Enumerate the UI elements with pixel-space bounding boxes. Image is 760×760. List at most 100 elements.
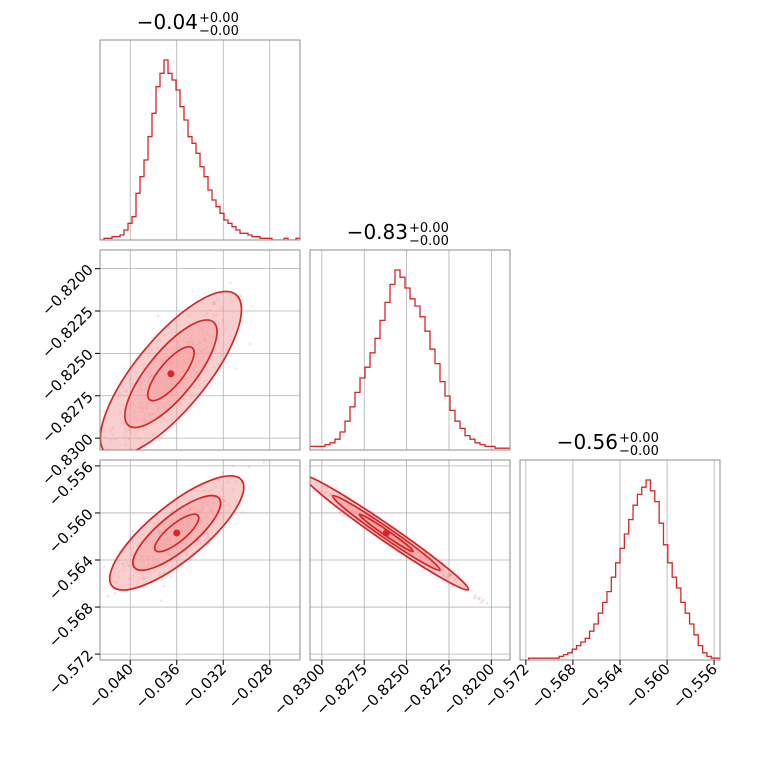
scatter-point <box>473 596 477 600</box>
scatter-point <box>231 464 234 468</box>
contour-group <box>310 474 470 591</box>
scatter-point <box>485 601 489 605</box>
scatter-point <box>93 583 96 586</box>
scatter-point <box>476 597 480 601</box>
x-tick-label: −0.032 <box>178 660 230 712</box>
scatter-point <box>131 529 135 533</box>
histogram-step-line <box>520 479 720 660</box>
param-title-2: −0.56 <box>557 430 618 454</box>
scatter-point <box>162 584 166 588</box>
param-title-0: −0.04 <box>137 10 198 34</box>
x-tick-label: −0.564 <box>575 660 627 712</box>
x-tick-label: −0.036 <box>132 660 184 712</box>
param-title-1: −0.83 <box>347 220 408 244</box>
scatter-point <box>262 460 266 464</box>
y-tick-label: −0.572 <box>45 646 97 698</box>
scatter-point <box>117 550 121 553</box>
scatter-panel-0-1 <box>68 249 301 489</box>
scatter-point <box>170 575 173 579</box>
scatter-point <box>93 462 96 465</box>
scatter-point <box>473 593 477 597</box>
histogram-step-line <box>310 269 510 450</box>
scatter-point <box>257 444 260 447</box>
hist-panel-1 <box>309 249 511 451</box>
scatter-point <box>158 438 161 442</box>
param-err-minus-0: −0.00 <box>199 24 239 39</box>
scatter-point <box>229 281 232 285</box>
param-err-minus-2: −0.00 <box>619 444 659 459</box>
scatter-point <box>68 440 71 443</box>
y-tick-label: −0.564 <box>45 552 97 604</box>
scatter-point <box>234 367 238 370</box>
panel-frame <box>99 39 301 241</box>
hist-bars <box>310 269 510 450</box>
contour-peak <box>173 529 181 537</box>
scatter-point <box>481 598 485 602</box>
scatter-point <box>295 475 298 478</box>
y-tick-label: −0.560 <box>45 505 97 557</box>
scatter-point <box>156 314 160 318</box>
contour-peak <box>382 529 390 537</box>
scatter-point <box>114 454 117 457</box>
scatter-panel-1-2 <box>257 444 511 661</box>
hist-bars <box>100 59 300 240</box>
scatter-point <box>334 486 338 491</box>
scatter-point <box>87 426 90 429</box>
scatter-panel-0-2 <box>93 459 301 661</box>
scatter-point <box>104 486 107 489</box>
param-err-plus-0: +0.00 <box>199 11 239 26</box>
scatter-point <box>239 294 243 298</box>
scatter-point <box>113 591 117 595</box>
scatter-point <box>302 479 305 482</box>
scatter-point <box>160 578 164 582</box>
scatter-point <box>121 460 124 463</box>
hist-panel-2 <box>519 459 721 661</box>
scatter-point <box>106 595 110 598</box>
scatter-point <box>250 304 253 308</box>
scatter-point <box>338 511 342 515</box>
scatter-point <box>241 510 244 514</box>
scatter-point <box>413 539 418 543</box>
scatter-point <box>289 473 292 476</box>
scatter-content <box>93 460 266 602</box>
scatter-point <box>102 410 106 413</box>
scatter-point <box>103 565 106 569</box>
scatter-point <box>301 474 304 477</box>
hist-bars <box>520 479 720 660</box>
scatter-point <box>479 600 483 604</box>
scatter-point <box>295 473 298 476</box>
param-err-plus-1: +0.00 <box>409 221 449 236</box>
scatter-point <box>151 336 154 339</box>
hist-panel-0 <box>99 39 301 241</box>
scatter-point <box>221 471 225 474</box>
scatter-point <box>247 465 251 468</box>
panel-frame <box>309 459 511 661</box>
histogram-step-line <box>100 59 300 240</box>
scatter-point <box>140 472 143 475</box>
contour-peak <box>167 370 175 378</box>
scatter-point <box>477 596 482 600</box>
panel-frame <box>99 249 301 451</box>
scatter-point <box>304 477 307 480</box>
scatter-point <box>160 436 164 439</box>
scatter-content <box>68 281 253 489</box>
scatter-point <box>131 451 134 454</box>
y-tick-label: −0.568 <box>45 599 97 651</box>
x-tick-label: −0.040 <box>85 660 137 712</box>
param-err-plus-2: +0.00 <box>619 431 659 446</box>
scatter-content <box>257 444 489 605</box>
param-err-minus-1: −0.00 <box>409 234 449 249</box>
contour-group <box>100 290 243 450</box>
scatter-point <box>95 583 98 586</box>
x-tick-label: −0.028 <box>225 660 277 712</box>
panel-frame <box>309 249 511 451</box>
x-tick-label: −0.568 <box>528 660 580 712</box>
scatter-point <box>189 559 193 562</box>
scatter-point <box>248 342 252 346</box>
contour-group <box>108 474 245 591</box>
scatter-point <box>105 452 108 455</box>
scatter-point <box>305 477 308 480</box>
scatter-point <box>283 456 286 459</box>
scatter-point <box>304 477 307 480</box>
